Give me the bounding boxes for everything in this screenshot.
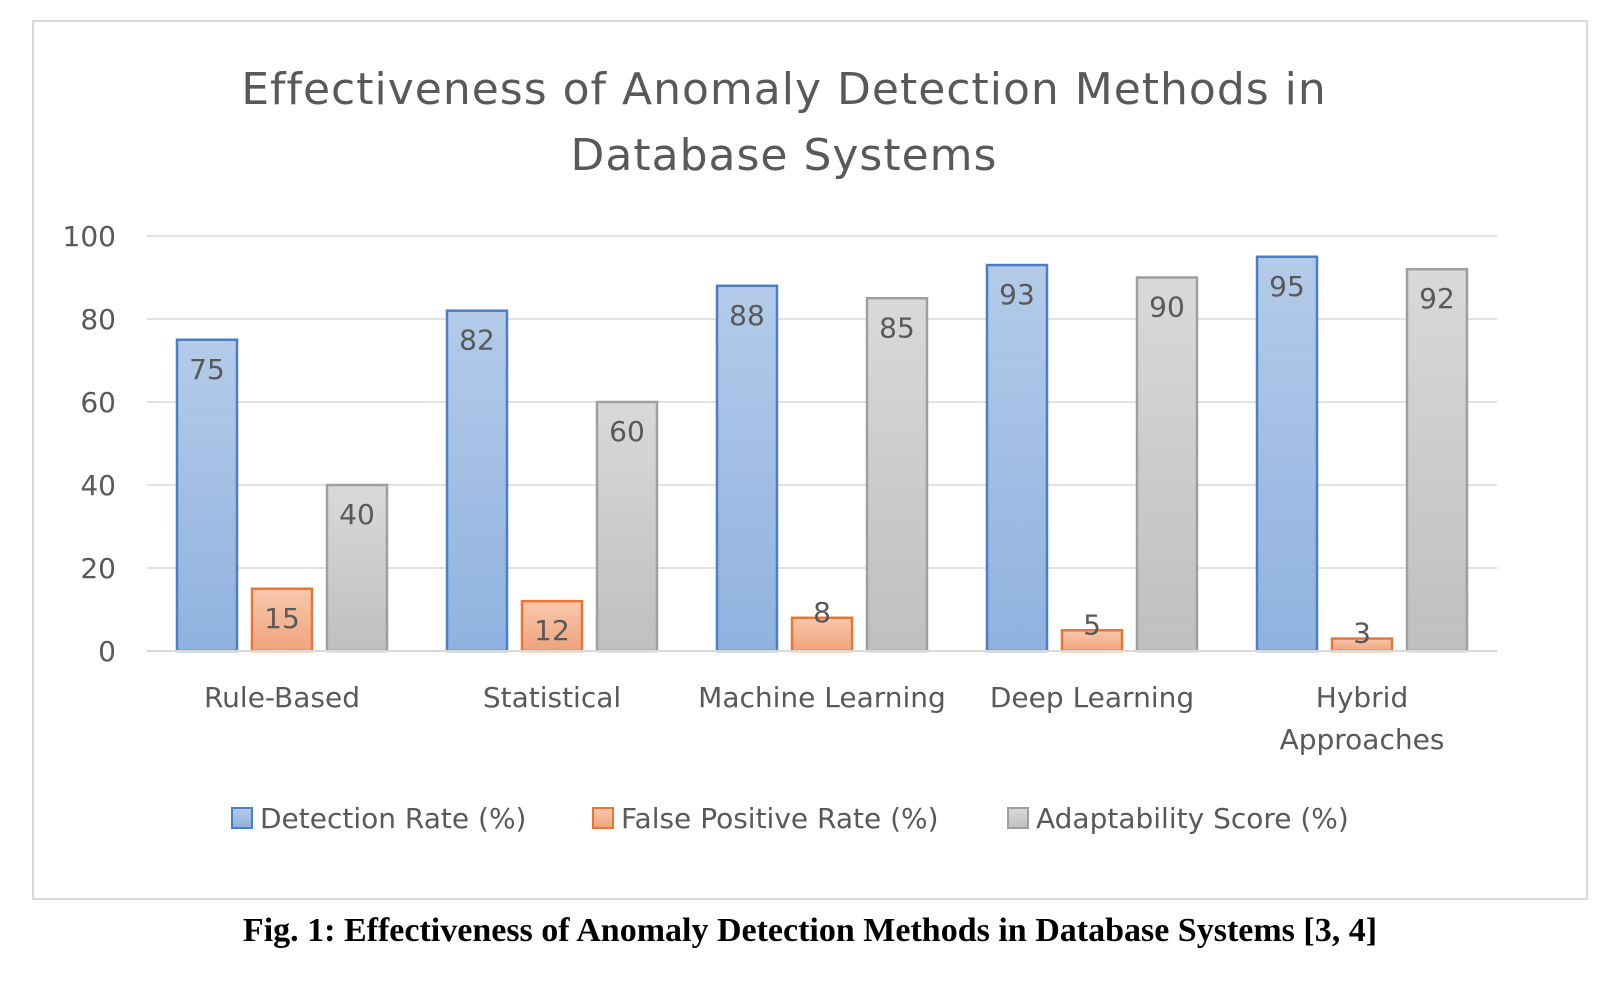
y-tick-label: 20 xyxy=(80,552,116,585)
figure-caption: Fig. 1: Effectiveness of Anomaly Detecti… xyxy=(242,912,1378,949)
data-label: 92 xyxy=(1419,282,1455,315)
data-label: 93 xyxy=(999,278,1035,311)
bar xyxy=(1135,276,1199,653)
bar xyxy=(985,263,1049,653)
data-label: 40 xyxy=(339,498,375,531)
chart-title-line: Database Systems xyxy=(571,130,998,181)
category-labels: Rule-Based Statistical Machine Learning Dee… xyxy=(204,681,1444,756)
category-label: Hybrid xyxy=(1316,681,1408,714)
y-tick-label: 40 xyxy=(80,469,116,502)
data-label: 12 xyxy=(534,614,570,647)
category-label: Approaches xyxy=(1280,723,1445,756)
chart-title-line: Effectiveness of Anomaly Detection Metho… xyxy=(241,64,1327,115)
category-label: Machine Learning xyxy=(698,681,946,714)
legend-label: False Positive Rate (%) xyxy=(621,802,939,835)
legend-swatch xyxy=(592,807,614,829)
legend: Detection Rate (%) False Positive Rate (%… xyxy=(231,802,1349,835)
data-label: 8 xyxy=(813,596,831,629)
y-tick-label: 80 xyxy=(80,303,116,336)
y-tick-label: 60 xyxy=(80,386,116,419)
chart-frame: Effectiveness of Anomaly Detection Metho… xyxy=(32,20,1588,900)
category-label: Deep Learning xyxy=(990,681,1194,714)
bar xyxy=(1405,267,1469,653)
data-label: 75 xyxy=(189,353,225,386)
bar xyxy=(790,616,854,653)
bar xyxy=(715,284,779,653)
bar xyxy=(445,309,509,653)
chart-title: Effectiveness of Anomaly Detection Metho… xyxy=(241,64,1327,181)
data-label: 85 xyxy=(879,311,915,344)
data-label: 88 xyxy=(729,299,765,332)
legend-label: Adaptability Score (%) xyxy=(1036,802,1349,835)
y-tick-label: 0 xyxy=(98,635,116,668)
bar xyxy=(1255,255,1319,653)
y-axis-ticks: 0 20 40 60 80 100 xyxy=(63,220,116,668)
bar xyxy=(175,338,239,653)
data-label: 95 xyxy=(1269,270,1305,303)
bar xyxy=(595,400,659,653)
legend-label: Detection Rate (%) xyxy=(260,802,526,835)
bar xyxy=(865,297,929,653)
category-label: Statistical xyxy=(483,681,621,714)
y-tick-label: 100 xyxy=(63,220,116,253)
data-label: 90 xyxy=(1149,291,1185,324)
bar xyxy=(520,599,584,653)
data-label: 15 xyxy=(264,602,300,635)
legend-swatch xyxy=(231,807,253,829)
data-label: 82 xyxy=(459,324,495,357)
chart-svg: Effectiveness of Anomaly Detection Metho… xyxy=(63,64,1497,835)
bars xyxy=(175,255,1469,653)
data-label: 60 xyxy=(609,415,645,448)
category-label: Rule-Based xyxy=(204,681,360,714)
data-label: 3 xyxy=(1353,617,1371,650)
bar xyxy=(250,587,314,653)
legend-swatch xyxy=(1007,807,1029,829)
data-label: 5 xyxy=(1083,608,1101,641)
